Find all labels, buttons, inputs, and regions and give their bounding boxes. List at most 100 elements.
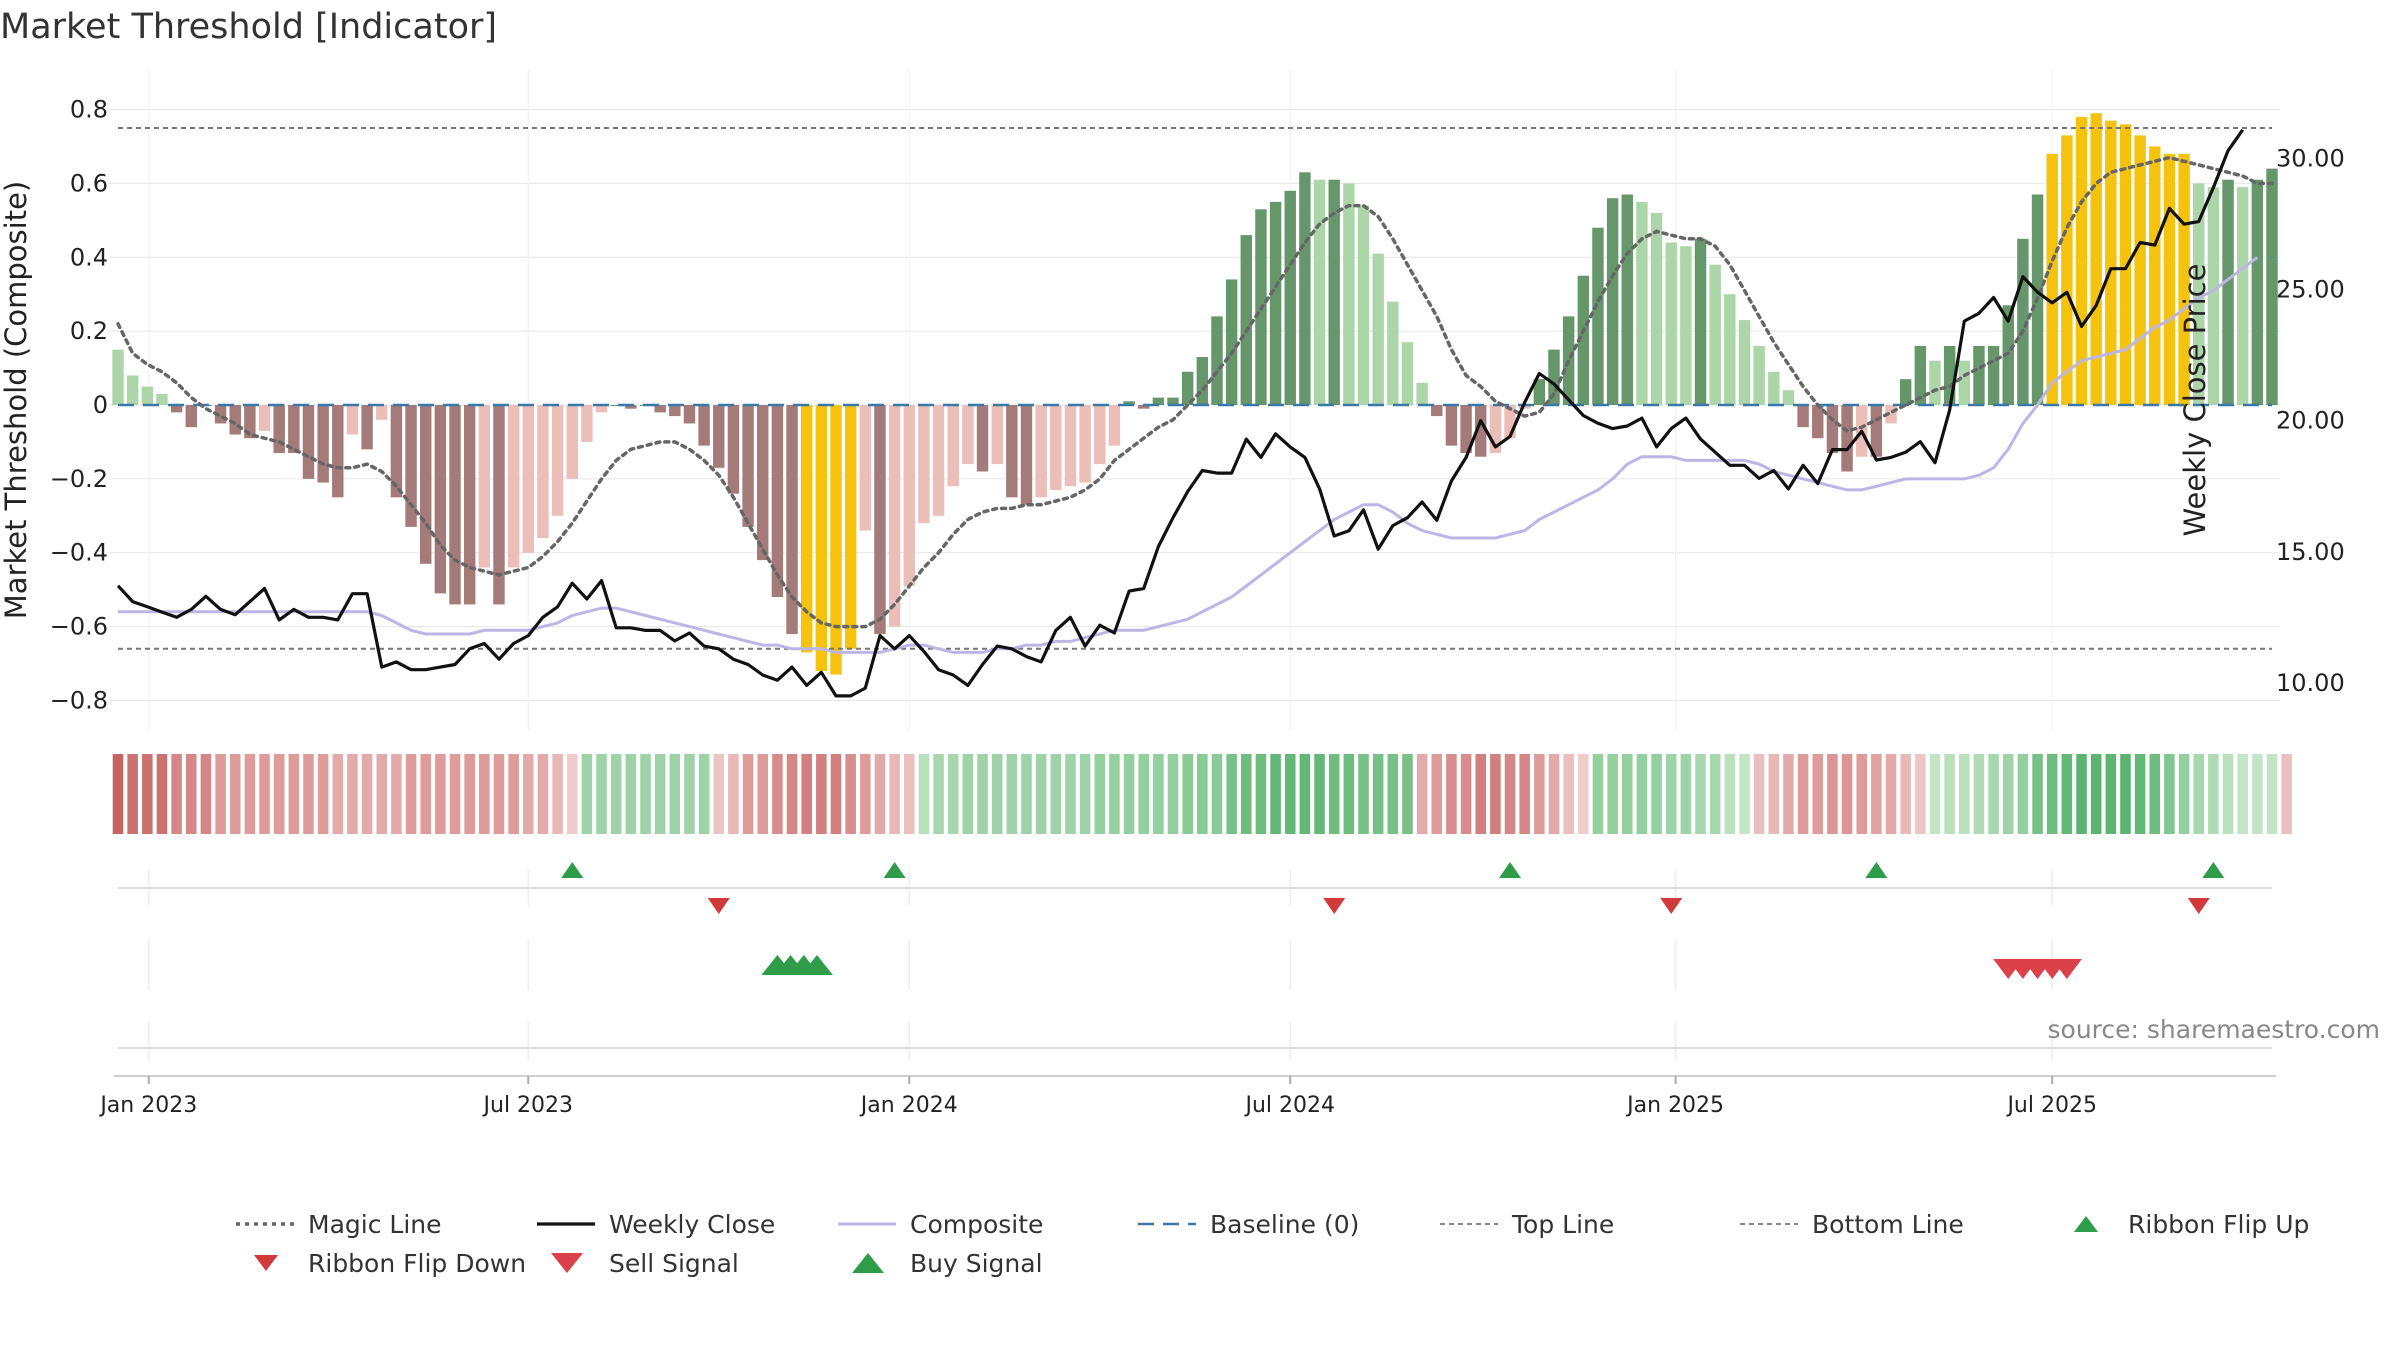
ribbon-cell: [1871, 754, 1882, 834]
ribbon-cell: [1402, 754, 1413, 834]
composite-bar: [1181, 371, 1194, 405]
composite-bar: [786, 405, 798, 634]
ribbon-flip-up-marker: [2202, 862, 2225, 878]
composite-bar: [1592, 227, 1604, 405]
composite-bar: [947, 405, 959, 487]
ribbon-cell: [1988, 754, 1999, 834]
ribbon-cell: [552, 754, 563, 834]
composite-bar: [2061, 135, 2073, 406]
legend-item: Buy Signal: [852, 1249, 1043, 1278]
ribbon-cell: [2281, 754, 2292, 834]
composite-bar: [1709, 264, 1721, 405]
ribbon-cell: [1548, 754, 1560, 834]
ribbon-cell: [185, 754, 197, 834]
composite-bar: [991, 405, 1003, 465]
ribbon-cell: [317, 754, 329, 834]
composite-bar: [1577, 275, 1590, 405]
ribbon-cell: [2046, 754, 2058, 834]
composite-bar: [1914, 345, 1927, 405]
ribbon-cell: [1812, 754, 1824, 834]
ribbon: [112, 754, 2292, 834]
composite-bar: [771, 405, 784, 598]
ribbon-cell: [786, 754, 798, 834]
ribbon-flip-up-marker: [561, 862, 584, 878]
ribbon-cell: [845, 754, 856, 834]
composite-bar: [1680, 246, 1692, 405]
magic-line: [116, 155, 2274, 629]
ribbon-cell: [1314, 754, 1325, 834]
x-tick-label: Jul 2025: [2005, 1093, 2097, 1118]
ribbon-cell: [171, 754, 182, 834]
ribbon-flip-up-marker: [1865, 862, 1888, 878]
ribbon-cell: [610, 754, 622, 834]
composite-bar: [976, 405, 989, 472]
ribbon-cell: [2061, 754, 2073, 834]
composite-bar: [1167, 397, 1179, 405]
y-tick-label-left: 0.8: [70, 96, 108, 124]
ribbon-cell: [1856, 754, 1867, 834]
composite-bar: [669, 405, 681, 417]
legend-label: Magic Line: [308, 1210, 442, 1239]
composite-bar: [419, 405, 432, 564]
composite-bar: [859, 405, 872, 531]
ribbon-cell: [244, 754, 256, 834]
ribbon-cell: [2208, 754, 2219, 834]
ribbon-cell: [918, 754, 930, 834]
legend-label: Sell Signal: [609, 1249, 739, 1278]
y-tick-label-left: 0.6: [70, 169, 108, 197]
composite-bar: [2105, 120, 2117, 405]
buy-signal-marker: [800, 955, 833, 975]
composite-bar: [1899, 379, 1912, 405]
composite-bar: [566, 405, 578, 479]
ribbon-cell: [156, 754, 168, 834]
composite-bar: [918, 405, 930, 524]
ribbon-cell: [1050, 754, 1062, 834]
ribbon-cell: [962, 754, 974, 834]
y-tick-label-left: −0.2: [50, 465, 108, 493]
composite-bar: [1475, 405, 1487, 457]
ribbon-cell: [215, 754, 226, 834]
composite-bar: [1694, 238, 1707, 405]
composite-bar: [1958, 360, 1971, 405]
composite-bar: [2266, 168, 2278, 405]
ribbon-cell: [1255, 754, 1267, 834]
composite-bar: [214, 405, 227, 424]
ribbon-cell: [537, 754, 549, 834]
composite-bar: [1343, 183, 1355, 405]
ribbon-cell: [830, 754, 842, 834]
ribbon-cell: [361, 754, 373, 834]
composite-bar: [1797, 405, 1809, 428]
composite-bar: [1812, 405, 1824, 439]
ribbon-cell: [1387, 754, 1399, 834]
composite-bar: [1269, 201, 1282, 405]
y-axis-label-right: Weekly Close Price: [2178, 264, 2212, 537]
ribbon-cell: [1915, 754, 1926, 834]
ribbon-cell: [391, 754, 402, 834]
composite-bar: [1929, 360, 1941, 405]
y-tick-label-left: 0: [93, 391, 108, 419]
y-tick-label-right: 25.00: [2276, 276, 2345, 304]
ribbon-cell: [1079, 754, 1091, 834]
ribbon-cell: [200, 754, 212, 834]
ribbon-cell: [1021, 754, 1032, 834]
ribbon-cell: [523, 754, 534, 834]
ribbon-cell: [1944, 754, 1955, 834]
composite-bar: [1782, 390, 1795, 405]
composite-bar: [229, 405, 241, 435]
composite-bar: [1094, 405, 1106, 465]
composite-bar: [1137, 405, 1150, 409]
composite-bar: [1665, 242, 1677, 405]
composite-bar: [332, 405, 344, 498]
composite-bar: [903, 405, 915, 586]
legend-item: Baseline (0): [1138, 1210, 1359, 1239]
ribbon-cell: [1270, 754, 1281, 834]
y-tick-label-right: 10.00: [2276, 669, 2345, 697]
ribbon-cell: [698, 754, 710, 834]
composite-bar: [1504, 405, 1516, 439]
ribbon-cell: [1651, 754, 1662, 834]
composite-bar: [1606, 198, 1619, 405]
ribbon-cell: [1006, 754, 1018, 834]
signal-panels: [118, 862, 2272, 1060]
composite-bar: [463, 405, 476, 605]
ribbon-cell: [1153, 754, 1164, 834]
